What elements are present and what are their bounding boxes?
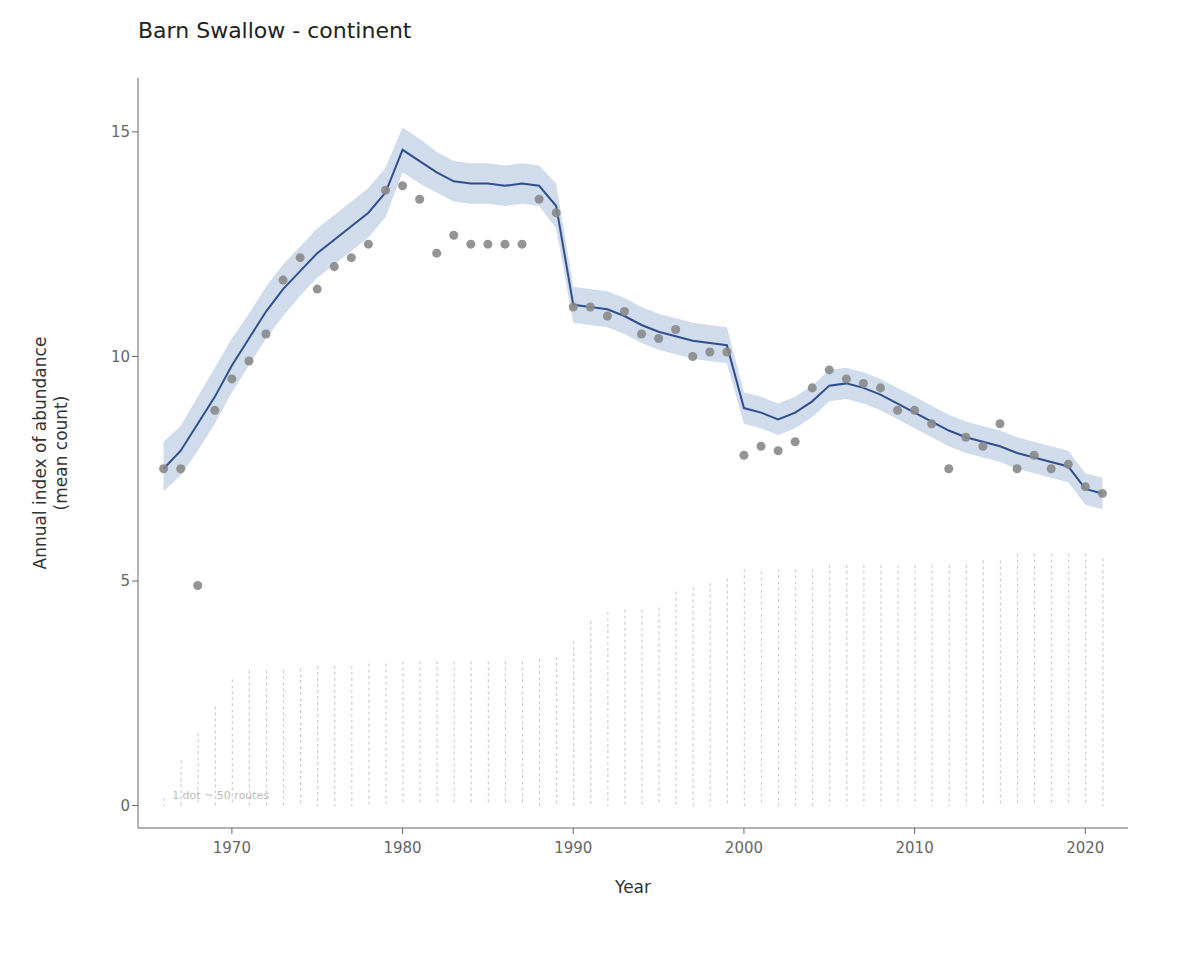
svg-text:10: 10 (111, 348, 130, 366)
svg-text:1 dot ~ 50 routes: 1 dot ~ 50 routes (172, 789, 269, 802)
svg-text:5: 5 (120, 572, 130, 590)
svg-text:2000: 2000 (725, 839, 763, 857)
svg-text:1980: 1980 (383, 839, 421, 857)
svg-text:Annual index of abundance(mean: Annual index of abundance(mean count) (30, 337, 71, 570)
svg-text:0: 0 (120, 797, 130, 815)
svg-text:Year: Year (614, 877, 651, 897)
svg-text:2020: 2020 (1066, 839, 1104, 857)
svg-text:1990: 1990 (554, 839, 592, 857)
svg-text:1970: 1970 (213, 839, 251, 857)
html-text:Barn Swallow - continent: Barn Swallow - continent (138, 18, 412, 43)
svg-text:2010: 2010 (896, 839, 934, 857)
svg-text:15: 15 (111, 123, 130, 141)
